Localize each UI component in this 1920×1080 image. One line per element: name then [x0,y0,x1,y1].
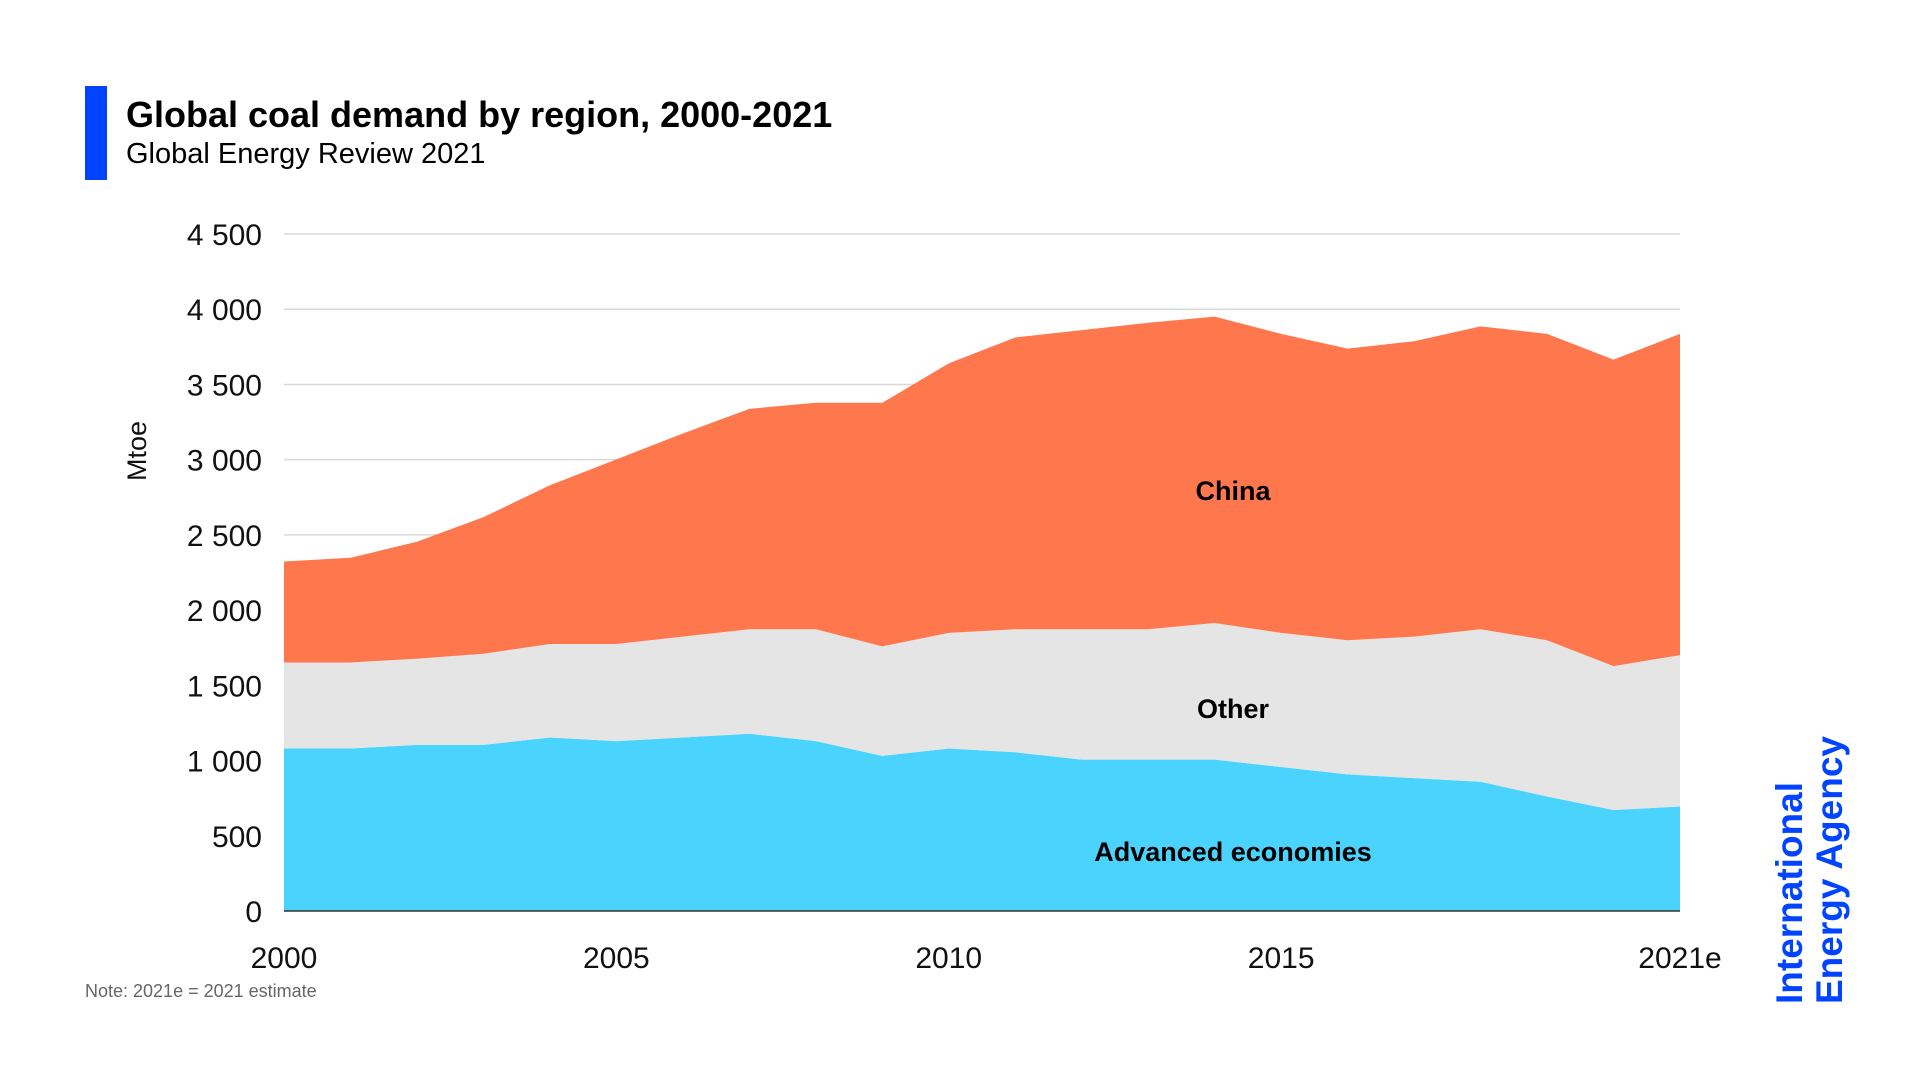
y-axis-label: Mtoe [122,421,152,481]
chart-subtitle: Global Energy Review 2021 [126,138,486,170]
area-china [284,316,1680,667]
x-tick-label: 2010 [915,942,982,975]
y-tick-label: 2 500 [187,520,262,553]
logo-line-1: International [1769,781,1810,1004]
chart-title: Global coal demand by region, 2000-2021 [126,94,833,135]
x-tick-label: 2005 [583,942,650,975]
y-tick-label: 500 [212,821,262,854]
y-tick-label: 3 500 [187,369,262,402]
x-tick-label: 2021e [1638,942,1721,975]
series-label: Other [1197,694,1270,724]
area-other [284,623,1680,811]
series-label: Advanced economies [1094,837,1372,867]
y-tick-label: 3 000 [187,445,262,478]
title-accent-bar [85,86,107,180]
x-tick-label: 2000 [251,942,318,975]
y-tick-label: 0 [245,896,262,929]
iea-logo: International Energy Agency [1769,736,1850,1004]
footnote: Note: 2021e = 2021 estimate [85,981,317,1001]
y-tick-label: 4 000 [187,294,262,327]
y-tick-label: 1 000 [187,746,262,779]
y-tick-label: 4 500 [187,219,262,252]
series-label: China [1195,476,1271,506]
y-tick-label: 2 000 [187,595,262,628]
logo-line-2: Energy Agency [1809,736,1850,1004]
y-tick-label: 1 500 [187,670,262,703]
area-advanced-economies [284,733,1680,911]
x-tick-label: 2015 [1248,942,1315,975]
